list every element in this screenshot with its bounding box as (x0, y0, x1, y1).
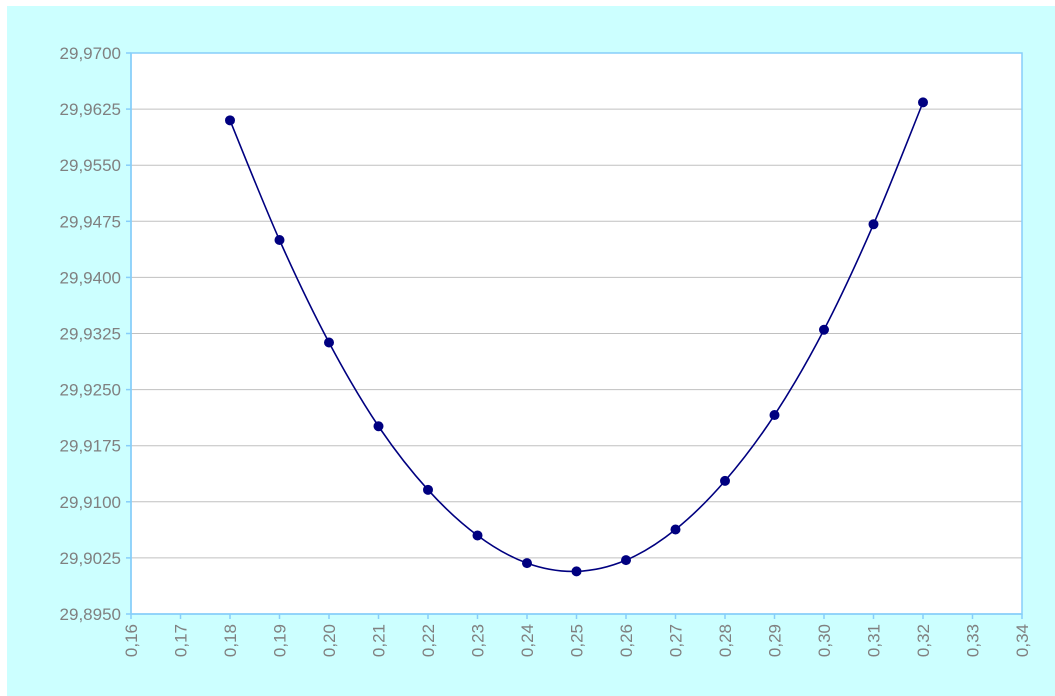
x-tick-label: 0,16 (122, 624, 141, 657)
data-point (720, 475, 730, 486)
x-tick-label: 0,32 (914, 624, 933, 657)
y-tick-label: 29,9700 (60, 44, 121, 63)
x-tick-label: 0,25 (568, 624, 587, 657)
y-tick-label: 29,9400 (60, 268, 121, 287)
x-tick-label: 0,20 (320, 624, 339, 657)
x-tick-label: 0,26 (617, 624, 636, 657)
data-point (274, 235, 285, 245)
x-tick-label: 0,24 (518, 624, 537, 657)
data-point (423, 484, 433, 495)
x-tick-label: 0,23 (469, 624, 488, 657)
data-point (373, 421, 384, 432)
x-tick-label: 0,19 (271, 624, 290, 657)
y-tick-label: 29,9325 (60, 325, 121, 344)
y-tick-label: 29,9250 (60, 381, 121, 400)
data-point (324, 337, 334, 348)
data-point (819, 324, 829, 335)
y-tick-label: 29,9475 (60, 212, 121, 231)
x-tick-label: 0,33 (964, 624, 983, 657)
data-point (918, 97, 928, 108)
data-point (571, 566, 582, 577)
data-point (621, 555, 631, 566)
data-point (472, 530, 483, 541)
data-point (522, 558, 532, 569)
x-tick-label: 0,28 (716, 624, 735, 657)
y-axis: 29,8950 29,9025 29,9100 29,9175 29,9250 29,93… (60, 44, 132, 624)
x-tick-label: 0,17 (172, 624, 191, 657)
x-tick-label: 0,29 (766, 624, 785, 657)
y-tick-label: 29,9175 (60, 437, 121, 456)
x-tick-label: 0,22 (419, 624, 438, 657)
y-tick-label: 29,9100 (60, 493, 121, 512)
x-tick-label: 0,27 (667, 624, 686, 657)
data-point (225, 115, 235, 126)
series-markers (225, 97, 928, 577)
data-point (670, 524, 681, 535)
y-tick-label: 29,9625 (60, 100, 121, 119)
data-point (769, 410, 780, 421)
x-tick-label: 0,34 (1013, 624, 1032, 657)
x-tick-label: 0,31 (865, 624, 884, 657)
x-tick-label: 0,18 (221, 624, 240, 657)
chart-svg: 29,8950 29,9025 29,9100 29,9175 29,9250 29,93… (60, 44, 1032, 657)
x-tick-label: 0,30 (815, 624, 834, 657)
y-tick-label: 29,9550 (60, 156, 121, 175)
y-tick-label: 29,8950 (60, 605, 121, 624)
y-tick-label: 29,9025 (60, 549, 121, 568)
chart-area: 29,8950 29,9025 29,9100 29,9175 29,9250 29,93… (7, 6, 1055, 696)
x-tick-label: 0,21 (370, 624, 389, 657)
data-point (868, 219, 879, 230)
x-axis: 0,16 0,17 0,18 0,19 0,20 0,21 0,22 0,23 0,24 0,25… (122, 613, 1032, 657)
